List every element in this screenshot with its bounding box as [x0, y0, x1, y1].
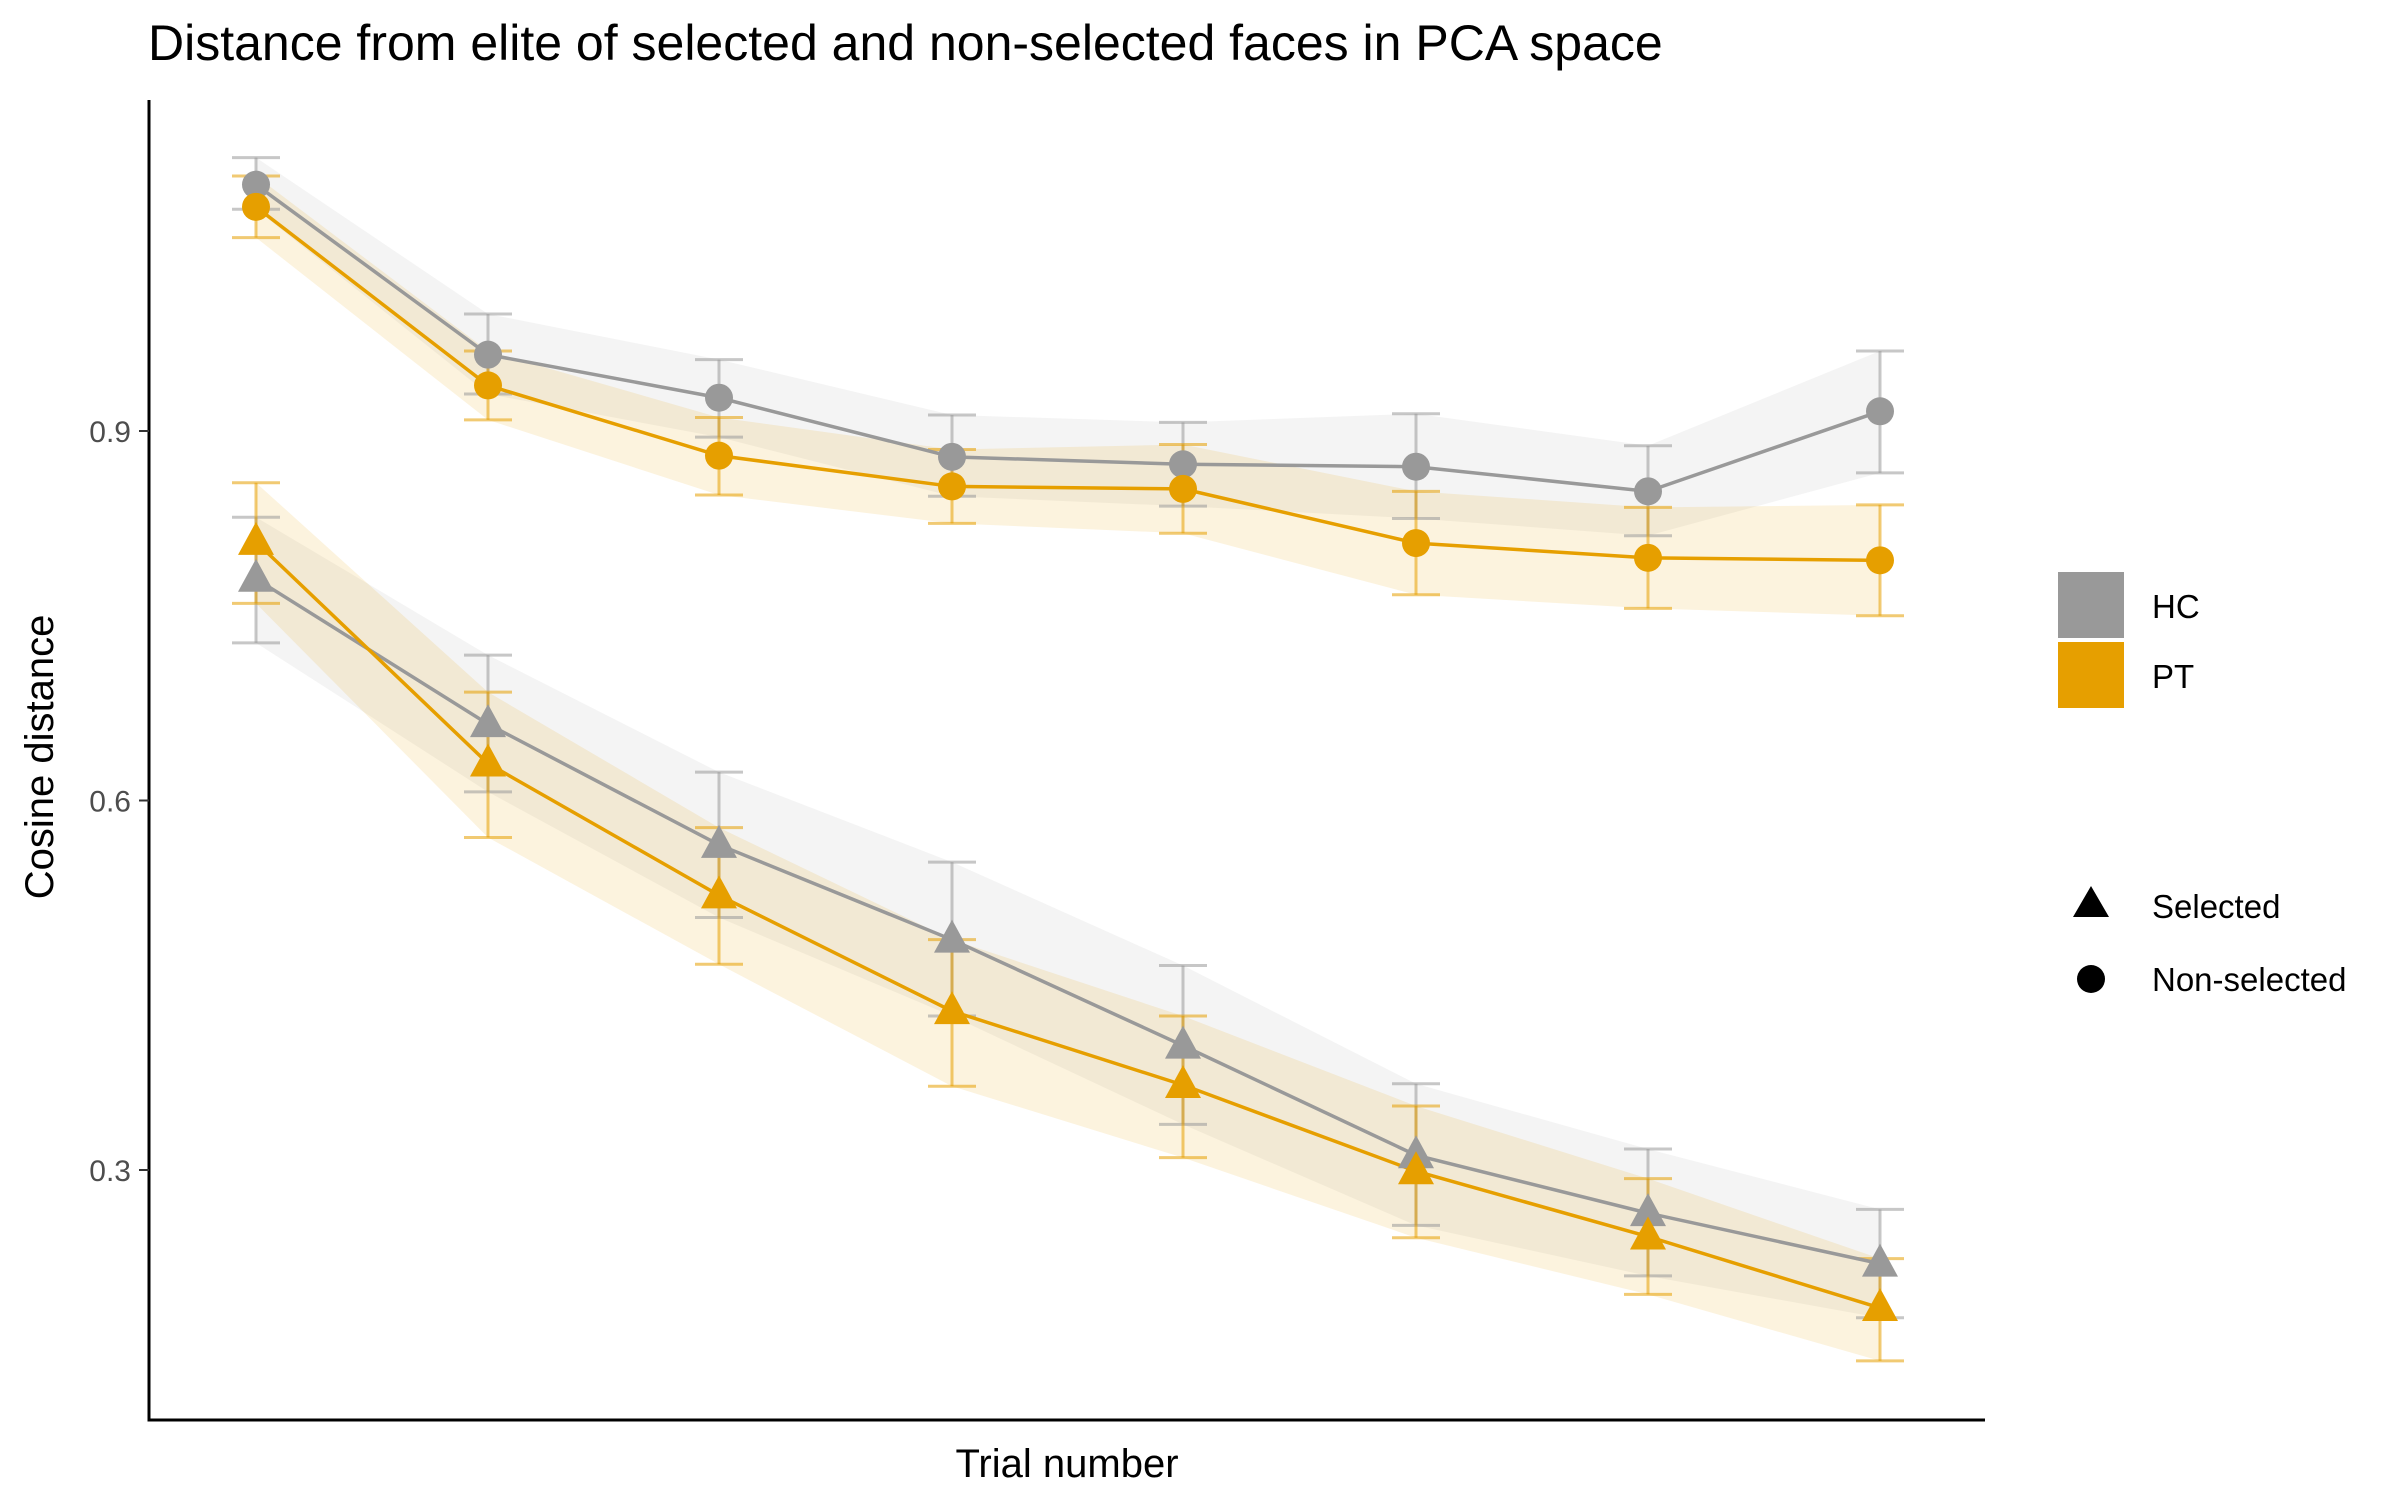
data-point-triangle: [1862, 1243, 1898, 1277]
data-point-triangle: [934, 919, 970, 953]
data-point-triangle: [1862, 1287, 1898, 1321]
y-tick-label: 0.3: [89, 1155, 131, 1188]
series-line-pt-non-selected: [254, 205, 1881, 563]
y-ticks: 0.3 0.6 0.9: [89, 416, 149, 1188]
data-point-triangle: [238, 558, 274, 592]
data-point-triangle: [1630, 1216, 1666, 1250]
data-point-circle: [938, 442, 966, 471]
data-point-triangle: [1165, 1065, 1201, 1099]
data-point-triangle: [238, 521, 274, 555]
data-point-circle: [705, 441, 733, 470]
data-point-triangle: [701, 875, 737, 909]
data-point-circle: [1169, 450, 1197, 479]
legend-circle-icon: [2077, 965, 2105, 993]
y-axis-label: Cosine distance: [18, 615, 62, 900]
data-point-circle: [1634, 543, 1662, 572]
data-point-circle: [1169, 474, 1197, 503]
legend-label-non-selected: Non-selected: [2152, 961, 2346, 998]
legend-label-selected: Selected: [2152, 888, 2280, 925]
ribbon-pt-selected: [256, 482, 1880, 1361]
data-point-circle: [1634, 477, 1662, 506]
data-point-circle: [242, 192, 270, 221]
ribbon-hc-selected: [256, 517, 1880, 1318]
data-point-triangle: [701, 824, 737, 858]
marker-layer: [238, 170, 1898, 1321]
data-point-circle: [1866, 546, 1894, 575]
data-point-circle: [1402, 452, 1430, 481]
series-line-hc-non-selected: [254, 183, 1881, 494]
data-point-circle: [938, 472, 966, 501]
data-point-triangle: [470, 704, 506, 738]
axes: [147, 100, 1985, 1422]
data-point-circle: [242, 170, 270, 199]
legend: HC PT Selected Non-selected: [2058, 572, 2346, 998]
x-axis-label: Trial number: [955, 1442, 1178, 1486]
data-point-circle: [1866, 397, 1894, 426]
series-line-hc-selected: [255, 577, 1881, 1266]
data-point-triangle: [1165, 1025, 1201, 1059]
ribbon-layer: [256, 157, 1880, 1361]
legend-label-hc: HC: [2152, 588, 2200, 625]
chart-title: Distance from elite of selected and non-…: [148, 15, 1663, 71]
data-point-triangle: [1398, 1151, 1434, 1185]
series-line-layer: [254, 183, 1881, 1310]
legend-label-pt: PT: [2152, 658, 2194, 695]
series-line-pt-selected: [254, 540, 1881, 1310]
y-tick-label: 0.9: [89, 416, 131, 449]
y-tick-label: 0.6: [89, 786, 131, 819]
data-point-triangle: [470, 743, 506, 777]
legend-key-hc: [2058, 572, 2124, 638]
ribbon-pt-non-selected: [256, 176, 1880, 616]
legend-key-pt: [2058, 642, 2124, 708]
ribbon-hc-non-selected: [256, 157, 1880, 536]
data-point-circle: [474, 371, 502, 400]
data-point-triangle: [934, 991, 970, 1025]
legend-triangle-icon: [2073, 886, 2109, 917]
data-point-triangle: [1630, 1193, 1666, 1227]
data-point-circle: [474, 340, 502, 369]
data-point-circle: [705, 383, 733, 412]
data-point-circle: [1402, 529, 1430, 558]
